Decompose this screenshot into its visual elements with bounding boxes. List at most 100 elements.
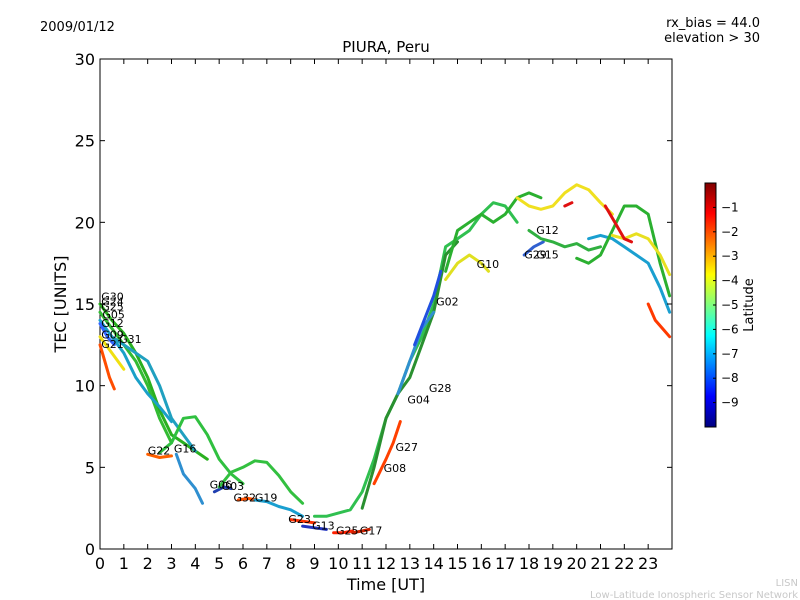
y-tick-label-30: 30 xyxy=(75,50,95,69)
x-tick-label-6: 6 xyxy=(238,554,248,573)
y-tick-label-0: 0 xyxy=(85,540,95,559)
satellite-label-9: G16 xyxy=(174,443,197,456)
y-tick-label-10: 10 xyxy=(75,377,95,396)
satellite-label-6: G21 xyxy=(101,338,124,351)
x-tick-label-14: 14 xyxy=(423,554,443,573)
x-tick-label-18: 18 xyxy=(519,554,539,573)
series-g02-22 xyxy=(413,269,443,347)
elevation-label: elevation > 30 xyxy=(664,31,760,46)
rx-bias-label: rx_bias = 44.0 xyxy=(666,16,760,31)
chart-title: PIURA, Peru xyxy=(342,38,429,56)
series-g30-0 xyxy=(98,302,209,461)
series-g13-15 xyxy=(301,524,328,531)
series-g16-32 xyxy=(603,204,633,244)
satellite-label-8: G22 xyxy=(148,444,171,457)
y-axis-ticks: 0 5 10 15 20 25 30 xyxy=(75,50,672,559)
series-layer xyxy=(98,183,672,535)
plot-area xyxy=(99,58,673,550)
series-g12-25 xyxy=(515,183,614,216)
satellite-label-5: G09 xyxy=(101,328,124,341)
series-g31-6 xyxy=(110,335,197,453)
series-g23-14 xyxy=(289,518,316,525)
satellite-label-12: G32 xyxy=(234,492,257,505)
series-g25-16 xyxy=(332,529,355,535)
satellite-label-4: G12 xyxy=(101,317,124,330)
satellite-label-17: G17 xyxy=(360,524,383,537)
colorbar-tick-label--6: −6 xyxy=(721,322,739,336)
colorbar-tick-label--8: −8 xyxy=(721,371,739,385)
x-tick-label-7: 7 xyxy=(262,554,272,573)
series-g17-17 xyxy=(351,527,371,535)
satellite-label-16: G25 xyxy=(336,524,359,537)
series-g20-24 xyxy=(444,191,543,273)
x-tick-label-5: 5 xyxy=(214,554,224,573)
satellite-label-24: G12 xyxy=(536,224,559,237)
series-g22-7 xyxy=(146,452,173,459)
satellite-label-7: G31 xyxy=(119,333,142,346)
series-g27-19 xyxy=(372,420,402,486)
series-g15-27 xyxy=(527,229,602,252)
colorbar-tick-label--3: −3 xyxy=(721,249,739,263)
series-g10-23 xyxy=(444,253,490,281)
y-tick-label-5: 5 xyxy=(85,458,95,477)
x-tick-label-22: 22 xyxy=(614,554,634,573)
series-g09-4 xyxy=(98,335,126,371)
satellite-label-11: G03 xyxy=(222,480,245,493)
x-tick-label-4: 4 xyxy=(190,554,200,573)
series-g12-3 xyxy=(98,322,116,347)
colorbar-tick-label--9: −9 xyxy=(721,396,739,410)
series-g24-1 xyxy=(98,310,173,445)
y-tick-label-25: 25 xyxy=(75,132,95,151)
satellite-label-22: G02 xyxy=(436,296,459,309)
satellite-label-26: G15 xyxy=(536,248,559,261)
satellite-label-3: G05 xyxy=(102,309,125,322)
satellite-label-20: G04 xyxy=(407,394,430,407)
colorbar-tick-label--1: −1 xyxy=(721,200,739,214)
x-tick-label-15: 15 xyxy=(447,554,467,573)
series-g21-5 xyxy=(98,343,116,391)
x-tick-label-16: 16 xyxy=(471,554,491,573)
footer-lisn: LISN xyxy=(776,578,798,589)
x-tick-label-19: 19 xyxy=(543,554,563,573)
colorbar-ticks: −1 −2 −3 −4 −5 −6 −7 −8 −9 xyxy=(713,200,739,410)
x-tick-label-23: 23 xyxy=(638,554,658,573)
x-tick-label-1: 1 xyxy=(119,554,129,573)
series-g03-11 xyxy=(217,459,305,505)
x-tick-label-11: 11 xyxy=(352,554,372,573)
series-g18-31 xyxy=(646,302,672,339)
series-g26-29 xyxy=(575,204,672,298)
satellite-label-15: G13 xyxy=(312,519,335,532)
satellite-label-18: G08 xyxy=(384,462,407,475)
colorbar-tick-label--5: −5 xyxy=(721,298,739,312)
date-label: 2009/01/12 xyxy=(40,20,115,35)
colorbar-tick-label--2: −2 xyxy=(721,225,739,239)
satellite-label-25: G29 xyxy=(524,248,547,261)
satellite-label-0: G30 xyxy=(101,291,124,304)
series-g29-26 xyxy=(522,240,545,257)
x-axis-label: Time [UT] xyxy=(346,575,425,594)
series-g18-9 xyxy=(174,452,204,505)
y-tick-label-15: 15 xyxy=(75,295,95,314)
satellite-label-14: G23 xyxy=(288,513,311,526)
satellite-label-19: G27 xyxy=(396,441,419,454)
satellite-label-13: G19 xyxy=(255,492,278,505)
x-tick-label-3: 3 xyxy=(166,554,176,573)
x-tick-label-10: 10 xyxy=(328,554,348,573)
x-tick-label-8: 8 xyxy=(286,554,296,573)
colorbar-tick-label--7: −7 xyxy=(721,347,739,361)
x-tick-label-17: 17 xyxy=(495,554,515,573)
x-axis-ticks: 0 1 2 3 4 5 6 7 8 9 10 11 12 13 14 15 16 17 18 19 20 21 22 23 xyxy=(95,59,658,573)
series-g02-33 xyxy=(563,201,574,208)
colorbar-tick-label--4: −4 xyxy=(721,274,739,288)
series-g04-20 xyxy=(360,240,459,510)
series-g05-28 xyxy=(587,233,672,314)
y-axis-label: TEC [UNITS] xyxy=(51,256,70,354)
series-g16-8 xyxy=(158,415,245,486)
series-g06-10 xyxy=(212,485,233,494)
satellite-label-21: G28 xyxy=(429,382,452,395)
series-g19-13 xyxy=(253,498,305,518)
x-tick-label-9: 9 xyxy=(309,554,319,573)
satellite-label-10: G06 xyxy=(210,479,233,492)
x-tick-label-12: 12 xyxy=(376,554,396,573)
